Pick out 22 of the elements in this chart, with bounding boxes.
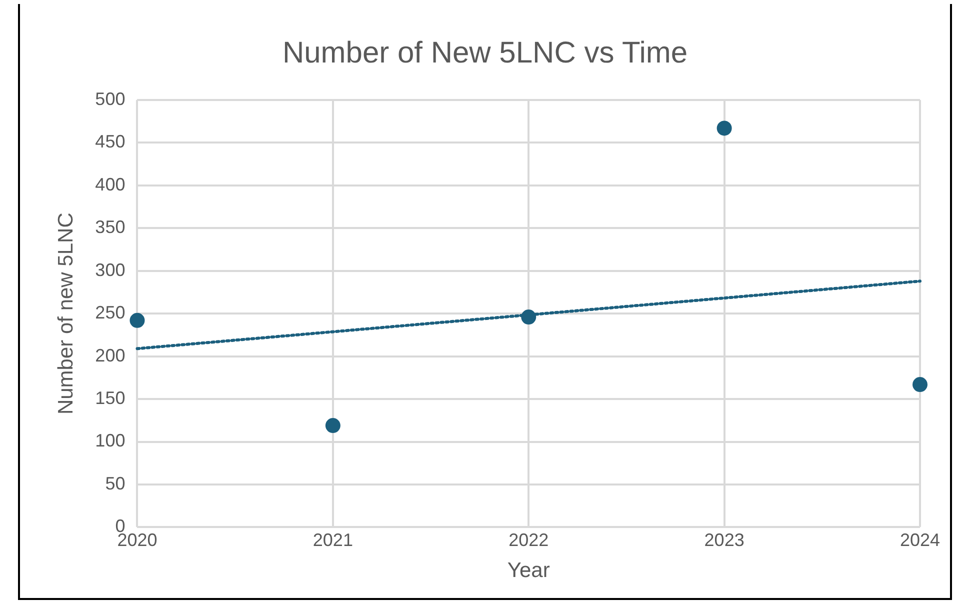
- y-tick-label: 50: [105, 473, 126, 494]
- y-tick-label: 250: [95, 302, 126, 323]
- x-axis-title: Year: [507, 559, 550, 582]
- point: [716, 120, 732, 136]
- y-axis-title: Number of new 5LNC: [54, 212, 78, 415]
- x-tick-label: 2024: [900, 530, 940, 550]
- y-tick-label: 300: [95, 260, 126, 280]
- point: [912, 377, 928, 392]
- y-tick-label: 100: [95, 430, 126, 451]
- x-tick-label: 2021: [312, 530, 353, 550]
- y-tick-label: 500: [95, 88, 126, 109]
- y-tick-label: 450: [95, 132, 126, 152]
- y-tick-label: 350: [95, 217, 126, 238]
- chart-title: Number of New 5LNC vs Time: [282, 36, 688, 70]
- x-tick-label: 2022: [508, 530, 549, 550]
- y-tick-label: 400: [95, 174, 126, 194]
- y-tick-label: 200: [95, 345, 126, 366]
- point: [130, 312, 145, 328]
- point: [521, 310, 536, 325]
- x-tick-label: 2023: [704, 530, 744, 550]
- point: [325, 418, 340, 434]
- y-tick-label: 150: [95, 388, 126, 408]
